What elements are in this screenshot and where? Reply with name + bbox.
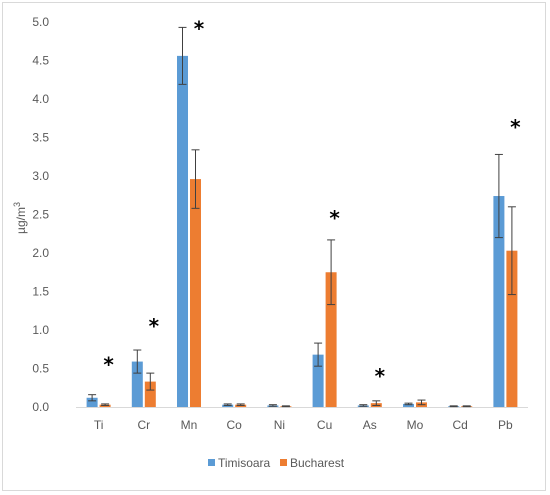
bar-bucharest-cr	[144, 381, 156, 407]
error-bars	[88, 26, 516, 408]
y-tick-label: 1.5	[32, 285, 49, 299]
bar-timisoara-cu	[312, 354, 324, 407]
legend-item-bucharest: Bucharest	[280, 456, 345, 470]
x-tick-label: Ti	[94, 418, 104, 432]
y-tick-label: 4.0	[32, 92, 49, 106]
y-tick-label: 0.0	[32, 400, 49, 414]
significance-star: *	[510, 115, 521, 139]
significance-star: *	[103, 352, 114, 376]
y-tick-label: 5.0	[32, 15, 49, 29]
bar-bucharest-cu	[325, 272, 337, 407]
significance-star: *	[149, 314, 160, 338]
significance-star: *	[329, 206, 340, 230]
chart-frame	[2, 2, 546, 491]
x-tick-label: Ni	[274, 418, 285, 432]
y-tick-label: 2.5	[32, 208, 49, 222]
y-axis-label-unit: µg/m	[14, 207, 28, 234]
x-tick-label: Cd	[453, 418, 468, 432]
x-tick-label: As	[363, 418, 377, 432]
significance-markers: * * * * * *	[103, 17, 521, 388]
y-tick-label: 3.0	[32, 169, 49, 183]
bar-timisoara-pb	[493, 196, 505, 407]
x-tick-label: Cr	[137, 418, 150, 432]
bars	[86, 55, 518, 407]
bar-timisoara-cr	[131, 361, 143, 407]
x-tick-label: Pb	[498, 418, 513, 432]
significance-star: *	[375, 364, 386, 388]
bar-timisoara-mn	[177, 55, 188, 407]
y-axis: 0.0 0.5 1.0 1.5 2.0 2.5 3.0 3.5 4.0 4.5 5.0	[32, 15, 49, 414]
bar-bucharest-pb	[506, 250, 518, 407]
legend-item-timisoara: Timisoara	[208, 456, 271, 470]
legend-swatch	[208, 459, 215, 466]
y-tick-label: 1.0	[32, 323, 49, 337]
y-axis-label: µg/m3	[12, 202, 28, 234]
bar-timisoara-mo	[403, 403, 414, 407]
y-tick-label: 2.0	[32, 246, 49, 260]
legend-label: Timisoara	[218, 456, 271, 470]
y-tick-label: 4.5	[32, 54, 49, 68]
x-tick-label: Mn	[181, 418, 198, 432]
x-axis: Ti Cr Mn Co Ni Cu As Mo Cd Pb	[76, 407, 528, 432]
bar-timisoara-ti	[86, 397, 98, 407]
legend-swatch	[280, 459, 287, 466]
significance-star: *	[194, 17, 205, 41]
y-axis-label-superscript: 3	[12, 202, 22, 207]
legend: Timisoara Bucharest	[208, 456, 345, 470]
y-tick-label: 3.5	[32, 131, 49, 145]
bar-bucharest-mn	[190, 179, 201, 407]
y-tick-label: 0.5	[32, 362, 49, 376]
x-tick-label: Co	[227, 418, 243, 432]
x-tick-label: Cu	[317, 418, 332, 432]
legend-label: Bucharest	[290, 456, 345, 470]
x-tick-label: Mo	[407, 418, 424, 432]
